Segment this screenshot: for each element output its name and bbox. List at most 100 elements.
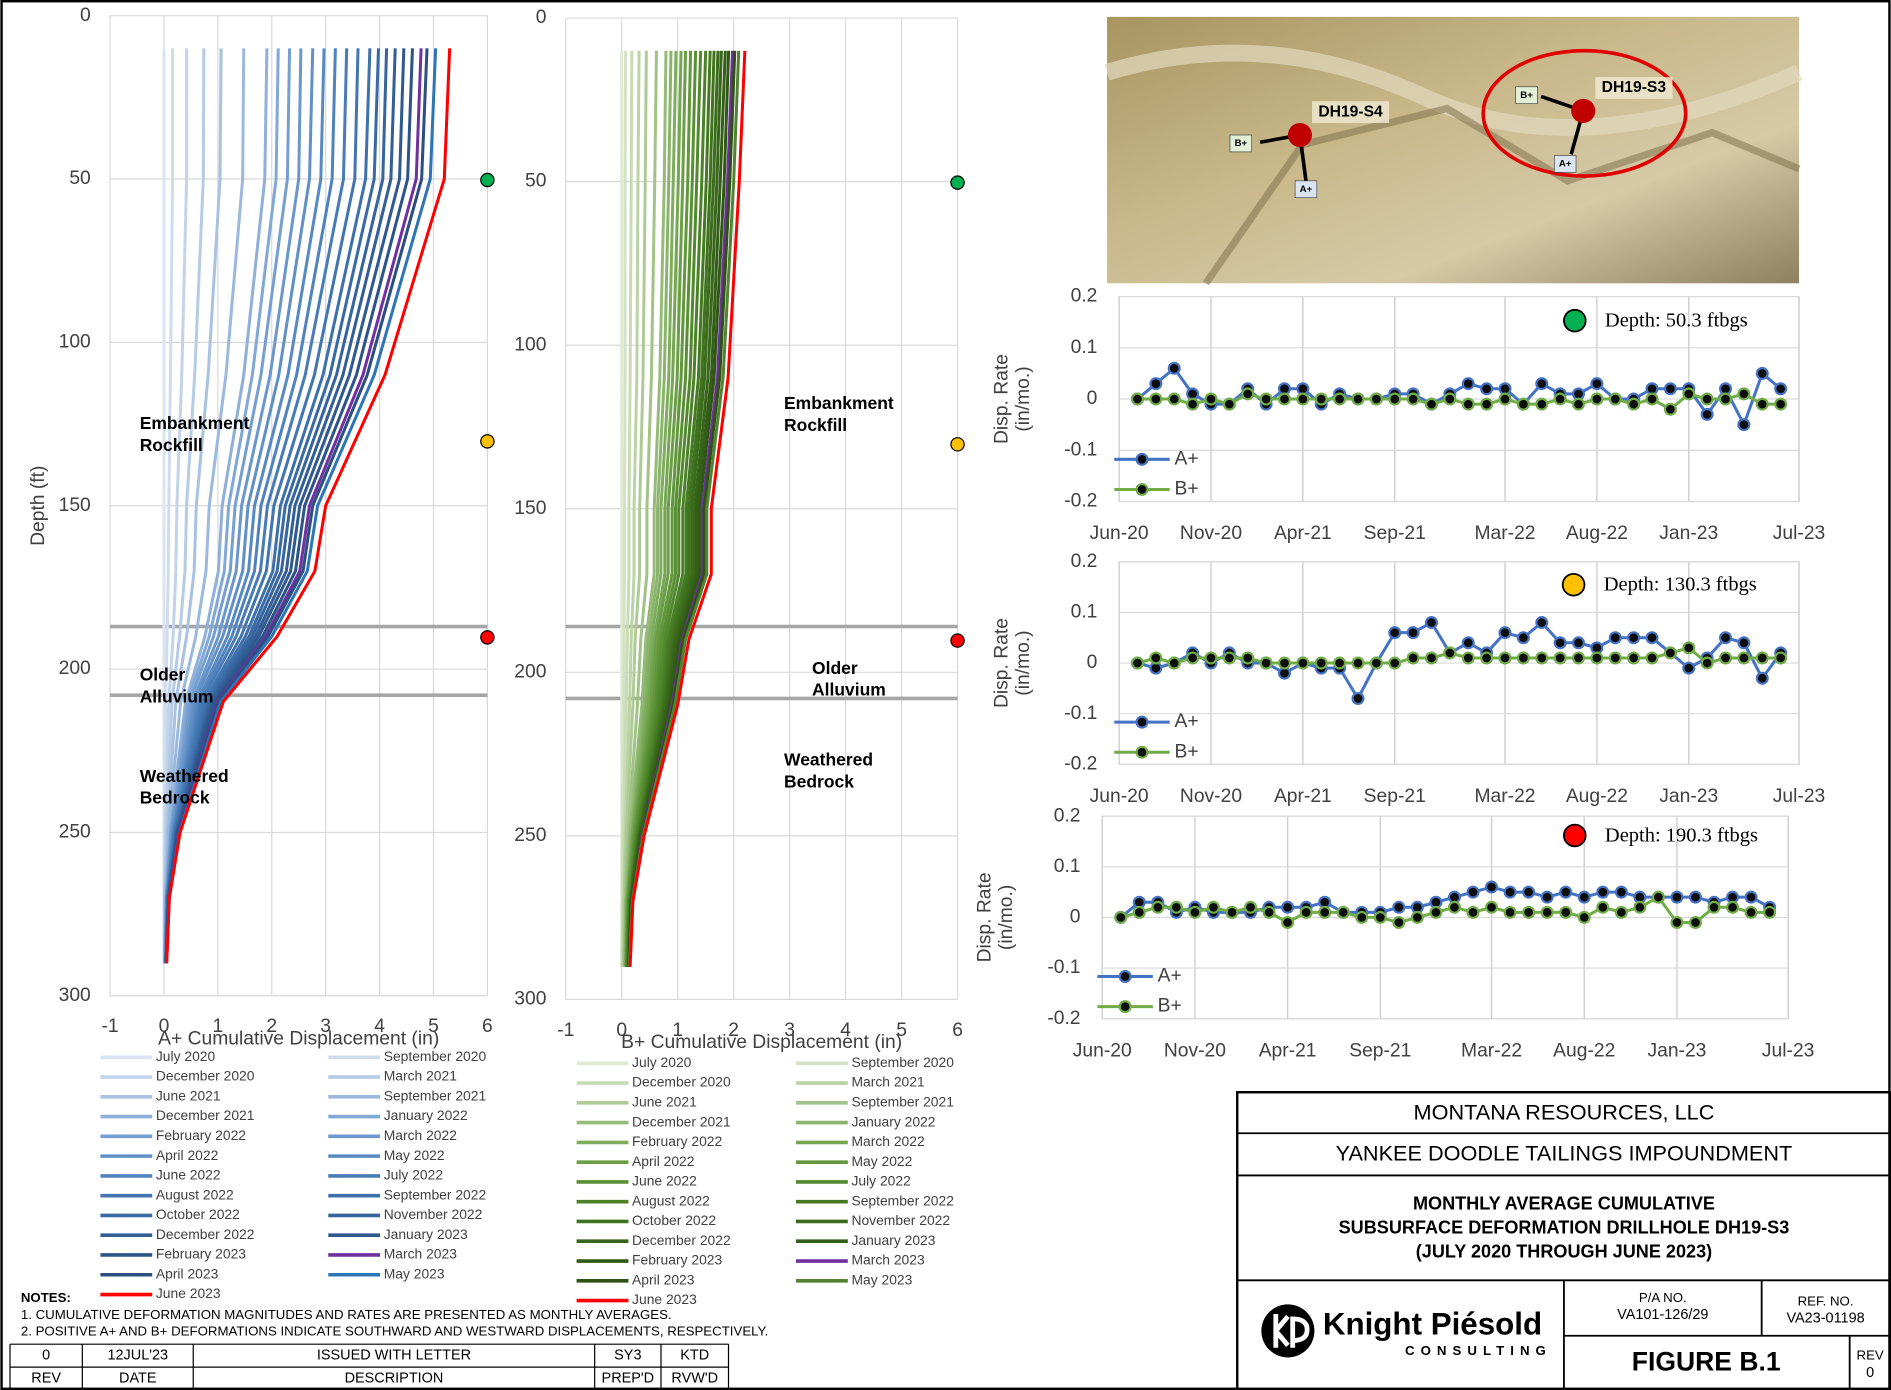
table-cell: 0 bbox=[42, 1347, 50, 1363]
data-point bbox=[1690, 917, 1701, 928]
y-tick-label: -0.2 bbox=[1064, 753, 1097, 774]
layer-label-line: Older bbox=[812, 658, 858, 678]
data-point bbox=[1702, 658, 1713, 669]
data-point bbox=[1536, 399, 1547, 410]
data-point bbox=[1389, 394, 1400, 405]
layer-label-line: Embankment bbox=[140, 413, 250, 433]
layer-label-line: Bedrock bbox=[140, 787, 210, 807]
data-point bbox=[1591, 394, 1602, 405]
legend-label: April 2022 bbox=[156, 1147, 219, 1163]
data-point bbox=[1261, 658, 1272, 669]
x-tick-label: Aug-22 bbox=[1566, 786, 1628, 807]
x-tick-label: Apr-21 bbox=[1259, 1040, 1317, 1061]
data-point bbox=[1610, 632, 1621, 643]
x-tick-label: Nov-20 bbox=[1164, 1040, 1226, 1061]
data-point bbox=[1505, 887, 1516, 898]
y-axis-label: Disp. Rate(in/mo.) bbox=[991, 618, 1034, 708]
x-tick-label: -1 bbox=[101, 1016, 118, 1037]
y-tick-label: 200 bbox=[514, 661, 546, 682]
data-point bbox=[1169, 658, 1180, 669]
company-sub: CONSULTING bbox=[1405, 1343, 1552, 1358]
data-point bbox=[1132, 658, 1143, 669]
x-tick-label: Mar-22 bbox=[1461, 1040, 1522, 1061]
layer-label-line: Alluvium bbox=[812, 679, 886, 699]
legend-marker bbox=[1137, 454, 1148, 465]
legend-label: September 2022 bbox=[384, 1186, 487, 1202]
legend-label: August 2022 bbox=[156, 1186, 234, 1202]
data-point bbox=[1152, 902, 1163, 913]
x-tick-label: Jun-20 bbox=[1090, 523, 1149, 544]
data-point bbox=[1746, 892, 1757, 903]
note: 1. CUMULATIVE DEFORMATION MAGNITUDES AND… bbox=[21, 1307, 672, 1322]
ref-label: REF. NO. bbox=[1798, 1293, 1854, 1308]
y-tick-label: 0 bbox=[80, 5, 91, 26]
y-tick-label: 0 bbox=[536, 7, 547, 28]
data-point bbox=[1463, 399, 1474, 410]
data-point bbox=[1702, 409, 1713, 420]
data-point bbox=[1375, 912, 1386, 923]
data-point bbox=[1431, 907, 1442, 918]
y-tick-label: 200 bbox=[59, 658, 91, 679]
data-point bbox=[1536, 378, 1547, 389]
layer-label-line: Bedrock bbox=[784, 771, 854, 791]
x-tick-label: Nov-20 bbox=[1180, 786, 1242, 807]
y-tick-label: -0.2 bbox=[1064, 491, 1097, 512]
data-point bbox=[1224, 399, 1235, 410]
x-tick-label: Sep-21 bbox=[1364, 523, 1426, 544]
data-point bbox=[1206, 653, 1217, 664]
site-photo: DH19-S4DH19-S3B+A+B+A+ bbox=[1107, 17, 1799, 283]
y-tick-label: 150 bbox=[514, 498, 546, 519]
data-point bbox=[1536, 653, 1547, 664]
data-point bbox=[1227, 907, 1238, 918]
data-point bbox=[1468, 907, 1479, 918]
data-point bbox=[1720, 653, 1731, 664]
photo-label: DH19-S3 bbox=[1602, 79, 1667, 96]
legend-label: August 2022 bbox=[632, 1192, 710, 1208]
layer-label-line: Rockfill bbox=[784, 414, 847, 434]
data-point bbox=[1408, 653, 1419, 664]
data-point bbox=[1412, 912, 1423, 923]
table-cell: SY3 bbox=[614, 1347, 641, 1363]
data-point bbox=[1775, 653, 1786, 664]
data-point bbox=[1334, 394, 1345, 405]
y-tick-label: 0.2 bbox=[1071, 286, 1098, 307]
y-axis-label-line: (in/mo.) bbox=[996, 885, 1017, 950]
data-point bbox=[1702, 394, 1713, 405]
legend-label: February 2022 bbox=[632, 1133, 722, 1149]
legend-label: June 2021 bbox=[156, 1087, 221, 1103]
photo-label: B+ bbox=[1520, 90, 1533, 101]
depth-marker bbox=[951, 634, 964, 647]
data-point bbox=[1481, 383, 1492, 394]
table-cell: DESCRIPTION bbox=[345, 1370, 444, 1386]
data-point bbox=[1171, 902, 1182, 913]
data-point bbox=[1279, 394, 1290, 405]
legend-label: March 2023 bbox=[384, 1246, 457, 1262]
data-point bbox=[1426, 399, 1437, 410]
photo-label: DH19-S4 bbox=[1318, 103, 1383, 120]
data-point bbox=[1523, 887, 1534, 898]
legend-label: June 2022 bbox=[156, 1167, 221, 1183]
data-point bbox=[1338, 907, 1349, 918]
data-point bbox=[1444, 648, 1455, 659]
data-point bbox=[1463, 378, 1474, 389]
drillhole bbox=[1571, 99, 1595, 123]
data-point bbox=[1610, 394, 1621, 405]
data-point bbox=[1647, 394, 1658, 405]
data-point bbox=[1757, 653, 1768, 664]
legend-label: July 2020 bbox=[156, 1048, 216, 1064]
legend-label: B+ bbox=[1175, 741, 1199, 762]
data-point bbox=[1481, 653, 1492, 664]
x-tick-label: Jan-23 bbox=[1647, 1040, 1706, 1061]
legend-label: July 2022 bbox=[851, 1173, 911, 1189]
data-point bbox=[1187, 653, 1198, 664]
data-point bbox=[1297, 394, 1308, 405]
x-tick-label: Apr-21 bbox=[1274, 786, 1332, 807]
drawing-title-line: (JULY 2020 THROUGH JUNE 2023) bbox=[1416, 1241, 1712, 1261]
data-point bbox=[1665, 404, 1676, 415]
data-point bbox=[1264, 907, 1275, 918]
x-tick-label: Apr-21 bbox=[1274, 523, 1332, 544]
y-tick-label: 0.2 bbox=[1071, 551, 1098, 572]
x-tick-label: Mar-22 bbox=[1474, 786, 1535, 807]
legend-label: September 2020 bbox=[851, 1054, 954, 1070]
data-point bbox=[1206, 394, 1217, 405]
